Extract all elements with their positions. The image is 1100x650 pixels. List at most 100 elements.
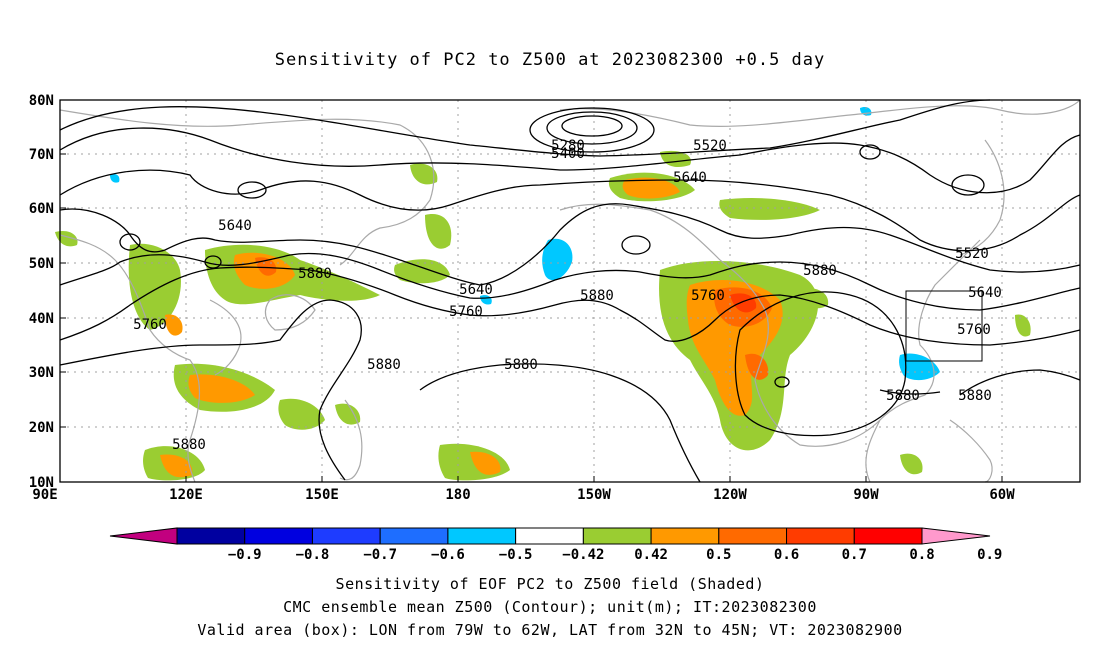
coastline [949,419,993,483]
contour-line [561,115,623,137]
contour-label: 5880 [172,437,206,453]
lat-label: 20N [29,420,54,436]
contour-label: 5520 [693,138,727,154]
shade-blob [470,451,501,475]
contour-line [859,144,881,160]
contour-label: 5880 [367,357,401,373]
colorbar-label: −0.7 [363,547,397,563]
lon-label: 60W [989,487,1015,503]
contour-line [529,107,655,153]
contour-label: 5880 [803,263,837,279]
colorbar-label: −0.9 [228,547,262,563]
colorbar-swatch [311,527,381,545]
shade-blob [278,398,325,430]
contour-label: 5400 [551,146,585,162]
lon-label: 150W [577,487,611,503]
colorbar-swatch [379,527,449,545]
coastline [59,109,435,266]
sensitivity-shading [55,106,1031,481]
contour-line [59,266,1081,346]
contour-label: 5280 [551,138,585,154]
contour-line [59,169,1081,252]
colorbar-min-arrow [109,527,178,545]
colorbar-label: 0.8 [909,547,934,563]
contour-labels: 5280 5400 5520 5640 5640 5880 5640 5760 … [133,138,1002,453]
contour-line [774,376,790,388]
contour-label: 5880 [958,388,992,404]
contour-line [59,99,991,157]
colorbar [109,527,991,545]
contour-label: 5640 [218,218,252,234]
axis-labels: 80N 70N 60N 50N 40N 30N 20N 10N 90E 120E… [29,93,1016,503]
contour-label: 5640 [968,285,1002,301]
shade-blob [1015,314,1031,337]
colorbar-swatch [244,527,313,545]
lat-label: 70N [29,147,54,163]
colorbar-label: −0.42 [562,547,604,563]
contour-line [204,255,222,269]
footer-line-1: Sensitivity of EOF PC2 to Z500 field (Sh… [335,575,765,593]
coastline [959,139,1005,256]
lon-label: 180 [445,487,470,503]
shade-blob [165,314,183,336]
contour-label: 5880 [886,388,920,404]
shade-blob [188,374,255,403]
contour-line [621,235,651,255]
contour-line [119,233,141,251]
shade-blob [542,238,573,281]
colorbar-swatch [582,527,652,545]
contour-line [959,369,1081,396]
lat-label: 10N [29,475,54,491]
colorbar-label: −0.6 [431,547,465,563]
coastline [209,299,242,376]
lat-label: 30N [29,365,54,381]
shade-blob [900,453,923,475]
contour-line [59,127,1081,194]
shade-blob [394,259,450,284]
footer-line-3: Valid area (box): LON from 79W to 62W, L… [197,621,903,639]
contour-label: 5760 [691,288,725,304]
lat-label: 80N [29,93,54,109]
shade-blob [410,163,438,185]
map-title: Sensitivity of PC2 to Z500 at 2023082300… [274,50,826,70]
shade-blob [110,173,120,183]
contour-label: 5760 [957,322,991,338]
coastline [59,234,200,483]
lat-label: 60N [29,201,54,217]
colorbar-label: 0.9 [977,547,1002,563]
coastlines [59,99,1081,483]
colorbar-swatch [853,527,923,545]
contour-line [879,389,941,395]
colorbar-swatch [447,527,517,545]
lon-label: 120W [713,487,747,503]
contour-label: 5880 [504,357,538,373]
shade-blob [622,177,680,199]
colorbar-label: 0.6 [774,547,799,563]
shade-blob [335,403,361,425]
axis-ticks [60,153,1003,482]
shade-blob [719,198,820,220]
lat-label: 50N [29,256,54,272]
coastline [559,99,1081,127]
lon-label: 120E [169,487,203,503]
colorbar-label: 0.42 [634,547,668,563]
shade-blob [160,454,193,478]
coastline [339,399,363,481]
contour-line [546,111,638,145]
colorbar-swatch [718,527,788,545]
contour-label: 5640 [673,170,707,186]
lon-label: 90W [853,487,879,503]
contour-line [59,299,362,481]
contour-line [59,203,1081,286]
z500-contours [59,99,1081,483]
map-frame [59,99,1081,483]
coastline [865,419,881,483]
contour-line [237,181,267,199]
shade-blob [899,353,940,381]
contour-label: 5760 [449,304,483,320]
colorbar-swatch [176,527,246,545]
colorbar-label: 0.7 [842,547,867,563]
valid-area-box [905,290,983,362]
colorbar-swatch [515,527,584,545]
colorbar-label: −0.5 [499,547,533,563]
